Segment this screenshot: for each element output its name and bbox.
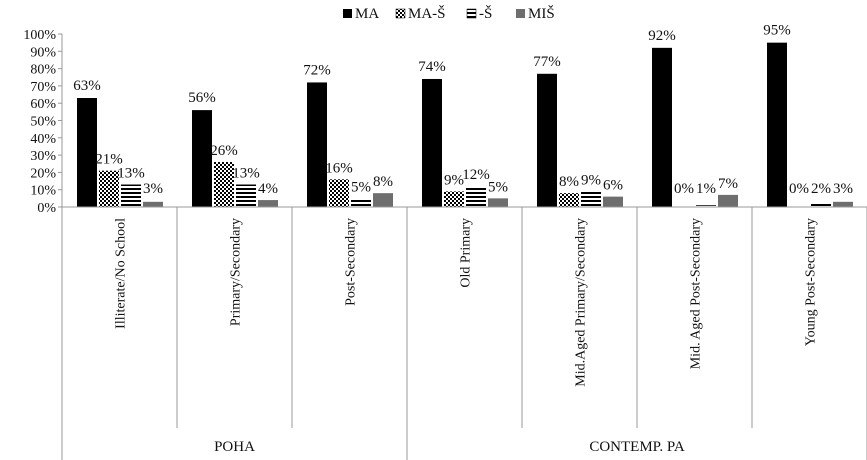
data-label: 5% (351, 179, 371, 195)
bar (351, 198, 371, 207)
data-label: 63% (73, 78, 101, 94)
data-label: 8% (559, 174, 579, 190)
y-tick-label: 80% (30, 63, 56, 78)
data-label: 13% (117, 166, 145, 182)
legend-swatch (395, 8, 406, 19)
bar (718, 194, 738, 207)
data-label: 16% (325, 160, 353, 176)
data-label: 5% (488, 179, 508, 195)
data-label: 8% (373, 174, 393, 190)
data-label: 92% (648, 28, 676, 44)
data-label: 7% (718, 176, 738, 192)
data-label: 1% (696, 181, 716, 197)
legend-label: -Š (479, 5, 492, 22)
group-label: CONTEMP. PA (589, 439, 684, 455)
y-axis: 0% 10% 20% 30% 40% 50% 60% 70% 80% 90% 100% (23, 28, 63, 216)
data-label: 12% (462, 167, 490, 183)
legend-label: MIŠ (528, 5, 555, 22)
bar (99, 170, 119, 207)
data-label: 2% (811, 181, 831, 197)
bar (307, 82, 327, 207)
data-label: 74% (418, 59, 446, 75)
category-label: Post-Secondary (344, 218, 359, 306)
bar (77, 98, 97, 207)
legend-swatch (466, 8, 477, 19)
category-label: Mid. Aged Post-Secondary (689, 218, 704, 369)
bar (258, 200, 278, 207)
data-label: 0% (789, 181, 809, 197)
y-tick-label: 30% (30, 149, 56, 164)
category-label: Young Post-Secondary (804, 218, 819, 346)
legend-swatch (343, 9, 352, 18)
category-label: Illiterate/No School (114, 218, 129, 329)
bar (121, 184, 141, 207)
data-label: 95% (763, 23, 791, 39)
bar (603, 196, 623, 207)
bar (559, 193, 579, 207)
data-label: 3% (143, 181, 163, 197)
bar (833, 201, 853, 207)
legend: MA MA-Š -Š MIŠ (343, 5, 555, 22)
category-label: Old Primary (459, 218, 474, 288)
y-tick-label: 60% (30, 97, 56, 112)
bar (192, 110, 212, 207)
data-label: 72% (303, 62, 331, 78)
data-label: 9% (444, 172, 464, 188)
bar (214, 162, 234, 207)
bars: 63%21%13%3%56%26%13%4%72%16%5% 8%74%9%12%… (73, 23, 853, 208)
bar (488, 198, 508, 207)
bar (581, 191, 601, 207)
data-label: 56% (188, 90, 216, 106)
bar (373, 193, 393, 207)
y-tick-label: 20% (30, 166, 56, 181)
y-tick-label: 10% (30, 184, 56, 199)
bar (143, 201, 163, 207)
category-label: Primary/Secondary (229, 218, 244, 326)
group-label: POHA (214, 439, 255, 455)
data-label: 21% (95, 152, 123, 168)
y-tick-label: 40% (30, 132, 56, 147)
bar (652, 47, 672, 208)
y-tick-label: 100% (23, 28, 56, 43)
data-label: 26% (210, 143, 238, 159)
data-label: 3% (833, 181, 853, 197)
y-tick-label: 0% (37, 201, 56, 216)
x-axis: Illiterate/No School Primary/Secondary Pos… (61, 206, 867, 460)
data-label: 13% (232, 166, 260, 182)
data-label: 9% (581, 172, 601, 188)
legend-swatch (516, 9, 525, 18)
bar (537, 73, 557, 207)
bar (236, 184, 256, 207)
legend-label: MA-Š (408, 5, 446, 22)
bar (696, 205, 716, 207)
bar (811, 203, 831, 207)
y-tick-label: 90% (30, 45, 56, 60)
data-label: 0% (674, 181, 694, 197)
legend-label: MA (355, 6, 379, 22)
bar (444, 191, 464, 207)
bar (767, 42, 787, 208)
bar (422, 78, 442, 207)
y-tick-label: 50% (30, 115, 56, 130)
data-label: 6% (603, 178, 623, 194)
y-tick-label: 70% (30, 80, 56, 95)
data-label: 4% (258, 181, 278, 197)
category-label: Mid.Aged Primary/Secondary (574, 218, 589, 387)
bar (466, 186, 486, 207)
bar (329, 179, 349, 207)
data-label: 77% (533, 54, 561, 70)
